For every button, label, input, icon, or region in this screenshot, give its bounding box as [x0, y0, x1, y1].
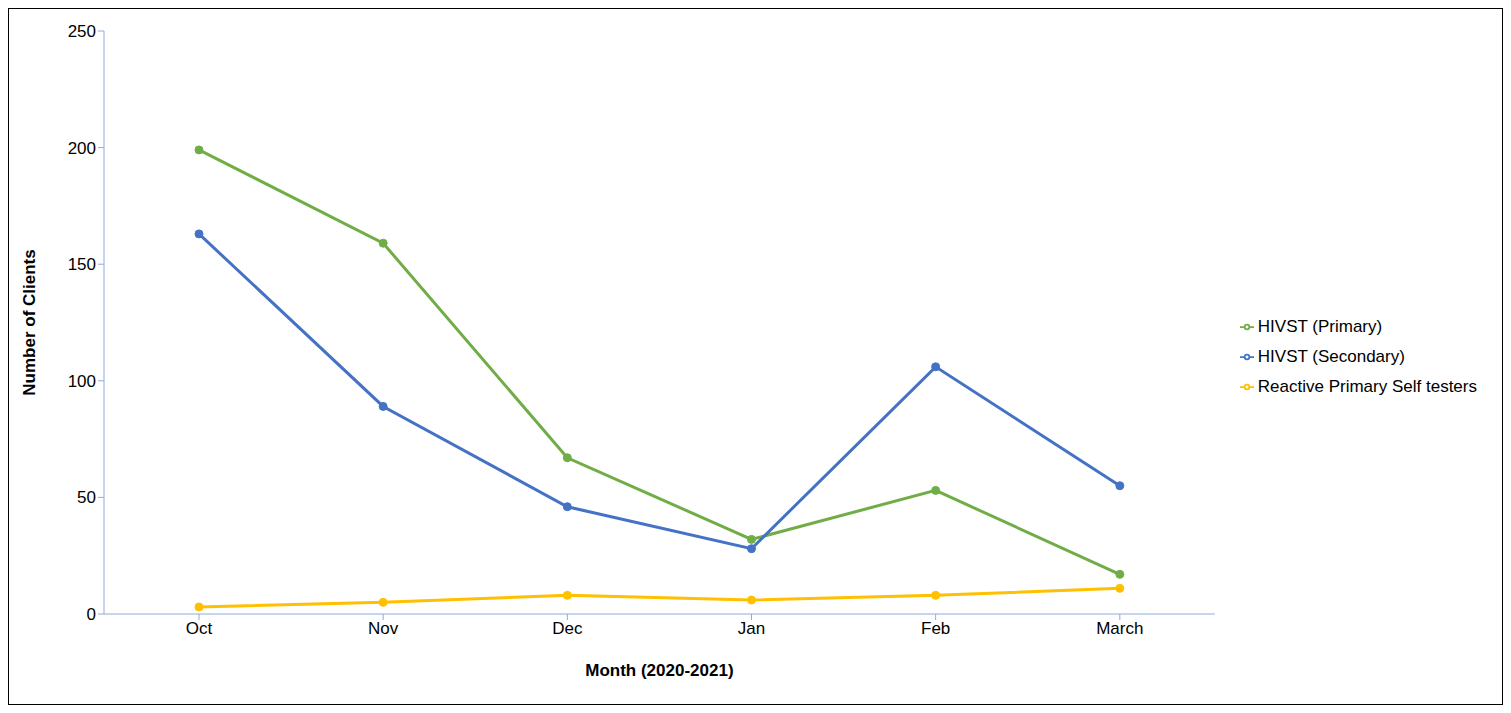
- svg-text:Oct: Oct: [186, 619, 213, 638]
- svg-text:100: 100: [68, 372, 96, 391]
- svg-text:150: 150: [68, 255, 96, 274]
- svg-text:250: 250: [68, 22, 96, 41]
- svg-text:50: 50: [77, 488, 96, 507]
- svg-text:0: 0: [87, 605, 96, 624]
- html-text:HIVST (Primary): HIVST (Primary): [1257, 316, 1383, 336]
- svg-text:Nov: Nov: [368, 619, 399, 638]
- svg-text:Jan: Jan: [738, 619, 765, 638]
- svg-text:Feb: Feb: [921, 619, 950, 638]
- svg-text:Month (2020-2021): Month (2020-2021): [585, 661, 733, 680]
- html-text:HIVST (Secondary): HIVST (Secondary): [1257, 346, 1405, 366]
- html-text:Reactive Primary Self testers: Reactive Primary Self testers: [1257, 376, 1477, 396]
- svg-text:Dec: Dec: [552, 619, 583, 638]
- svg-text:March: March: [1096, 619, 1143, 638]
- svg-text:Number of Clients: Number of Clients: [20, 249, 39, 395]
- svg-text:200: 200: [68, 139, 96, 158]
